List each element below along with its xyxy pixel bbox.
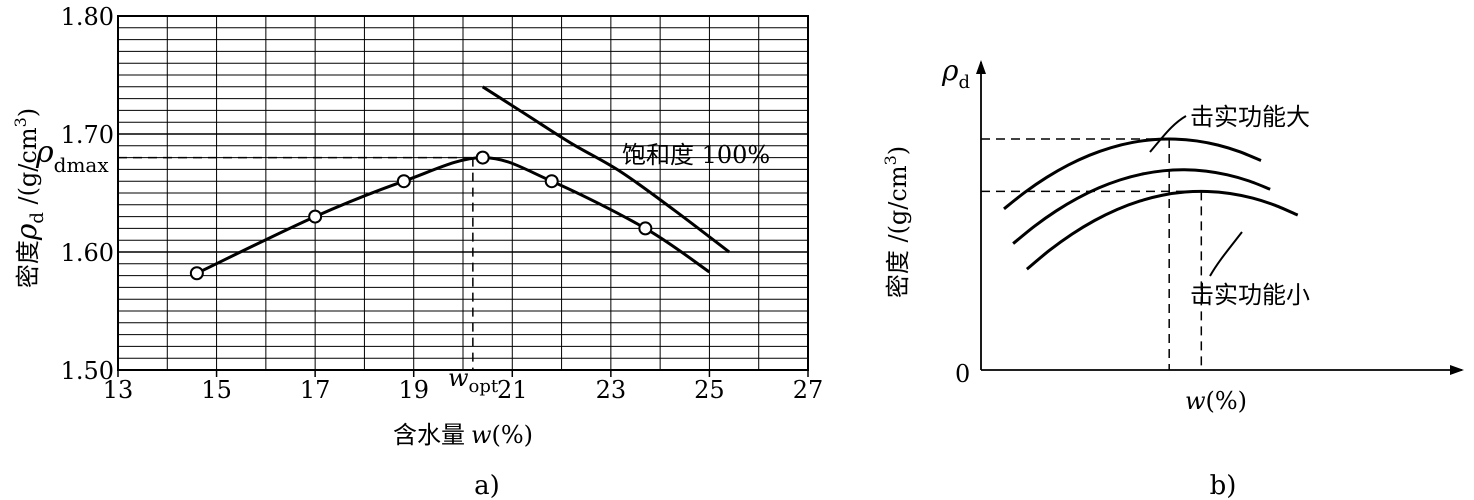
- y-tick-label: 1.50: [61, 357, 114, 385]
- panel-a-grid: [118, 16, 808, 370]
- curve-high-energy: [1003, 137, 1262, 211]
- panel-b-rho-d-label: ρd: [941, 54, 970, 93]
- panel-a-y-ticks: 1.50 1.60 1.70 1.80: [61, 3, 114, 385]
- x-tick-label: 21: [497, 376, 528, 404]
- x-tick-label: 17: [300, 376, 331, 404]
- label-low-energy: 击实功能小: [1190, 281, 1310, 309]
- panel-a-plot-frame: [117, 15, 809, 371]
- compaction-curve: [196, 156, 711, 275]
- x-tick-label: 13: [103, 376, 134, 404]
- panel-b-origin-label: 0: [955, 360, 970, 388]
- y-tick-label: 1.60: [61, 239, 114, 267]
- panel-a-data-points: [189, 150, 653, 281]
- x-tick-label: 27: [793, 376, 824, 404]
- saturation-label: 饱和度 100%: [622, 141, 770, 169]
- leader-line-high: [1149, 115, 1187, 153]
- panel-b-caption: b): [1210, 471, 1237, 500]
- x-tick-label: 19: [398, 376, 429, 404]
- w-opt-label: wopt: [448, 364, 499, 397]
- panel-a-y-axis-label: 密度ρd /(g/cm3): [10, 108, 48, 288]
- panel-a-x-axis-label: 含水量 w(%): [393, 421, 533, 449]
- data-point: [396, 174, 411, 189]
- saturation-100-line: [481, 85, 731, 254]
- curve-low-energy: [1025, 189, 1299, 271]
- x-tick-label: 15: [201, 376, 232, 404]
- data-point: [638, 221, 653, 236]
- y-tick-label: 1.70: [61, 121, 114, 149]
- data-point: [475, 150, 490, 165]
- panel-b-x-axis-label: w(%): [1185, 387, 1247, 415]
- saturation-label-text: 饱和度 100%: [622, 141, 770, 169]
- panel-a-x-ticks: 13 15 17 19 21 23 25 27: [103, 370, 824, 404]
- curve-medium-energy: [1012, 168, 1271, 245]
- x-tick-label: 23: [596, 376, 627, 404]
- y-tick-label: 1.80: [61, 3, 114, 31]
- panel-a-caption: a): [474, 471, 500, 500]
- leader-line-low: [1209, 231, 1243, 277]
- data-point: [544, 174, 559, 189]
- x-tick-label: 25: [694, 376, 725, 404]
- panel-b-y-axis-label: 密度 /(g/cm3): [881, 146, 912, 298]
- panel-b: 击实功能大 击实功能小 ρd 0 w(%) 密度 /(g/cm3) b): [881, 54, 1464, 500]
- label-high-energy: 击实功能大: [1190, 103, 1310, 131]
- rho-dmax-label: ρdmax: [35, 135, 109, 177]
- data-point: [308, 209, 323, 224]
- data-point: [189, 266, 204, 281]
- panel-a: 13 15 17 19 21 23 25 27 1.50 1.60 1.70 1.80 饱和度 10…: [10, 3, 823, 500]
